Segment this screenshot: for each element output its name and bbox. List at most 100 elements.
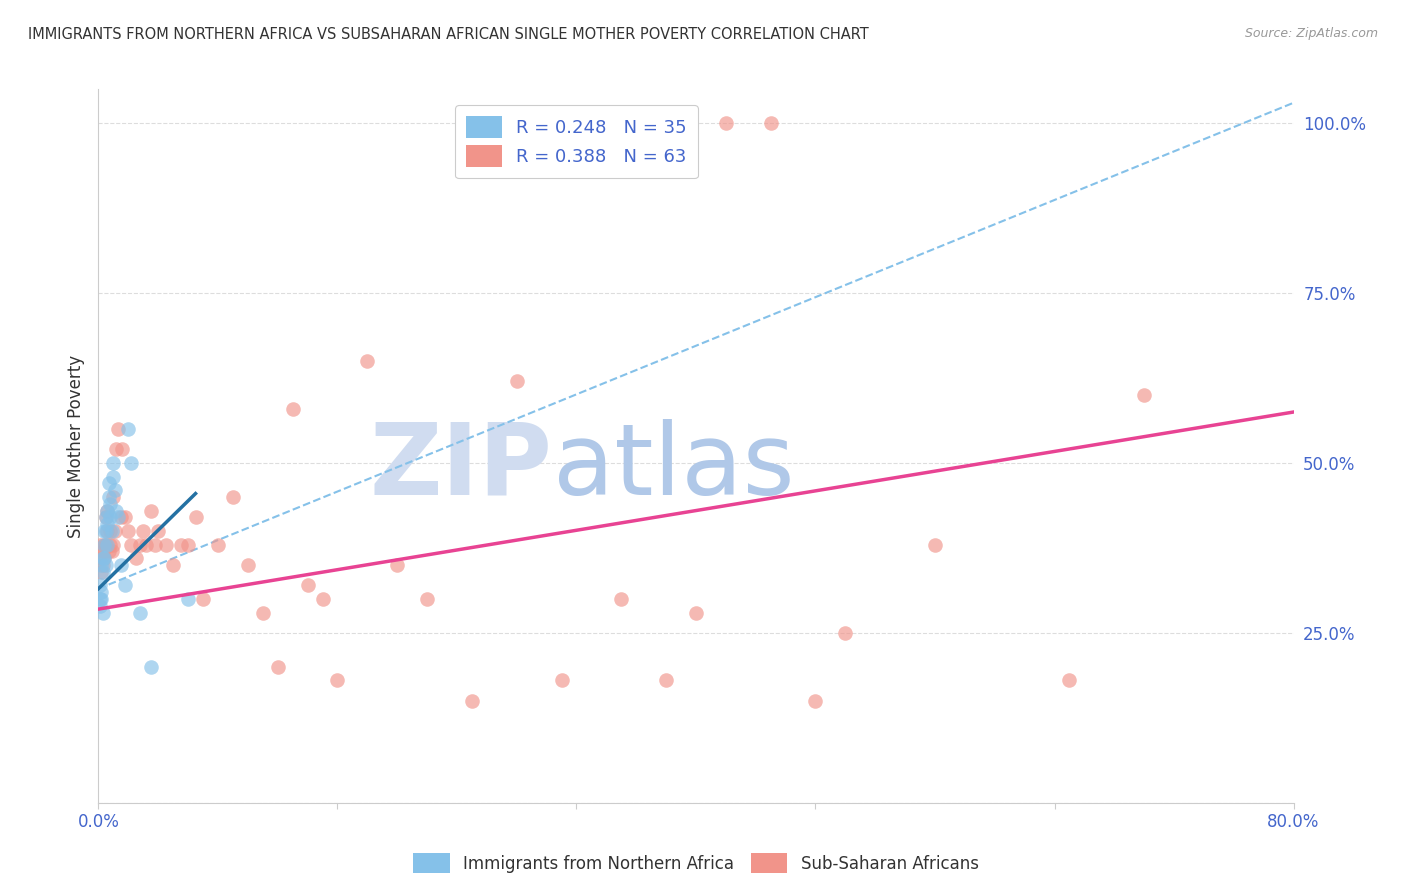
Point [155, 537, 177, 551]
Point [148, 524, 170, 538]
Point [103, 537, 125, 551]
Y-axis label: Single Mother Poverty: Single Mother Poverty [66, 354, 84, 538]
Point [120, 456, 142, 470]
Point [610, 591, 633, 606]
Point [111, 442, 134, 457]
Point [101, 524, 124, 538]
Point [834, 626, 856, 640]
Point [135, 537, 157, 551]
Point [506, 375, 529, 389]
Point [90, 551, 112, 566]
Point [207, 537, 229, 551]
Point [252, 606, 274, 620]
Point [550, 673, 572, 688]
Point [93, 551, 115, 566]
Point [356, 354, 378, 368]
Point [89, 537, 111, 551]
Point [107, 422, 129, 436]
Point [222, 490, 245, 504]
Point [96, 503, 118, 517]
Point [236, 558, 259, 572]
Point [759, 116, 782, 130]
Point [1133, 388, 1156, 402]
Point [97, 476, 120, 491]
Point [281, 401, 304, 416]
Point [90, 591, 112, 606]
Point [97, 544, 120, 558]
Point [89, 591, 111, 606]
Point [98, 497, 122, 511]
Point [110, 558, 132, 572]
Point [105, 442, 128, 457]
Point [117, 422, 139, 436]
Point [98, 510, 122, 524]
Point [103, 456, 125, 470]
Point [96, 503, 118, 517]
Point [94, 510, 117, 524]
Point [461, 694, 484, 708]
Point [125, 551, 148, 566]
Point [101, 544, 124, 558]
Point [103, 469, 125, 483]
Point [114, 510, 136, 524]
Point [91, 565, 114, 579]
Point [93, 551, 115, 566]
Point [685, 606, 707, 620]
Point [105, 503, 128, 517]
Point [129, 537, 152, 551]
Point [98, 524, 122, 538]
Point [132, 524, 155, 538]
Point [94, 537, 117, 551]
Point [311, 591, 333, 606]
Point [96, 517, 118, 532]
Point [191, 591, 214, 606]
Point [177, 537, 200, 551]
Point [120, 537, 142, 551]
Point [104, 483, 127, 498]
Point [655, 673, 678, 688]
Point [139, 503, 162, 517]
Text: IMMIGRANTS FROM NORTHERN AFRICA VS SUBSAHARAN AFRICAN SINGLE MOTHER POVERTY CORR: IMMIGRANTS FROM NORTHERN AFRICA VS SUBSA… [28, 27, 869, 42]
Text: Source: ZipAtlas.com: Source: ZipAtlas.com [1244, 27, 1378, 40]
Point [93, 537, 115, 551]
Point [162, 558, 184, 572]
Legend: Immigrants from Northern Africa, Sub-Saharan Africans: Immigrants from Northern Africa, Sub-Sah… [406, 847, 986, 880]
Point [177, 591, 200, 606]
Point [169, 537, 191, 551]
Point [416, 591, 439, 606]
Point [94, 510, 117, 524]
Point [326, 673, 349, 688]
Point [97, 490, 120, 504]
Point [1059, 673, 1081, 688]
Point [117, 524, 139, 538]
Point [91, 558, 114, 572]
Point [139, 660, 162, 674]
Point [89, 599, 111, 613]
Point [91, 544, 114, 558]
Point [297, 578, 319, 592]
Point [924, 537, 946, 551]
Point [89, 578, 111, 592]
Point [184, 510, 207, 524]
Text: atlas: atlas [553, 419, 794, 516]
Point [104, 524, 127, 538]
Point [804, 694, 827, 708]
Point [90, 565, 112, 579]
Point [143, 537, 166, 551]
Point [94, 558, 117, 572]
Point [267, 660, 290, 674]
Point [714, 116, 737, 130]
Point [90, 585, 112, 599]
Point [94, 524, 117, 538]
Point [91, 551, 114, 566]
Point [385, 558, 409, 572]
Point [110, 510, 132, 524]
Point [107, 510, 129, 524]
Point [91, 606, 114, 620]
Point [93, 537, 115, 551]
Point [96, 537, 118, 551]
Point [90, 558, 112, 572]
Point [129, 606, 152, 620]
Point [96, 524, 118, 538]
Point [103, 490, 125, 504]
